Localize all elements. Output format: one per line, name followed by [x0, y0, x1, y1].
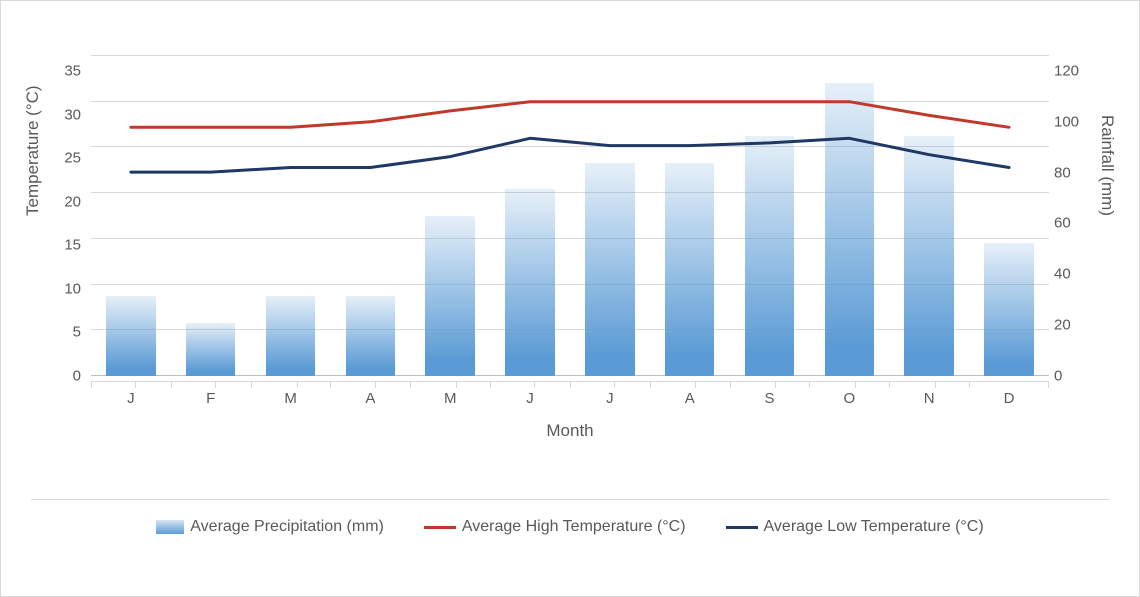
- y-tick-right: 0: [1054, 368, 1094, 383]
- y-tick-left: 15: [51, 238, 81, 253]
- plot-area: 05101520253035 020406080100120: [91, 56, 1049, 376]
- y-tick-left: 5: [51, 325, 81, 340]
- y-axis-right-title: Rainfall (mm): [1097, 115, 1117, 216]
- x-tick: M: [410, 381, 490, 407]
- x-tick: N: [889, 381, 969, 407]
- line-swatch-icon: [424, 526, 456, 529]
- y-tick-right: 20: [1054, 318, 1094, 333]
- y-axis-right: 020406080100120: [1054, 56, 1094, 376]
- y-tick-right: 100: [1054, 114, 1094, 129]
- x-tick: J: [91, 381, 171, 407]
- x-tick: A: [650, 381, 730, 407]
- legend-label: Average High Temperature (°C): [462, 518, 686, 536]
- y-tick-left: 30: [51, 107, 81, 122]
- x-tick: S: [730, 381, 810, 407]
- bar-swatch-icon: [156, 520, 184, 534]
- legend-item-low-temp: Average Low Temperature (°C): [726, 518, 984, 536]
- y-tick-right: 80: [1054, 165, 1094, 180]
- line-swatch-icon: [726, 526, 758, 529]
- x-tick: A: [330, 381, 410, 407]
- x-axis: JFMAMJJASOND: [91, 381, 1049, 407]
- y-tick-left: 35: [51, 64, 81, 79]
- high_temp-line: [131, 102, 1009, 128]
- y-tick-left: 25: [51, 151, 81, 166]
- x-axis-title: Month: [91, 421, 1049, 441]
- y-axis-left: 05101520253035: [51, 56, 81, 376]
- y-tick-left: 20: [51, 194, 81, 209]
- y-tick-right: 120: [1054, 64, 1094, 79]
- legend-item-high-temp: Average High Temperature (°C): [424, 518, 686, 536]
- y-tick-left: 0: [51, 368, 81, 383]
- x-tick: J: [490, 381, 570, 407]
- x-tick: M: [251, 381, 331, 407]
- low_temp-line: [131, 138, 1009, 172]
- climate-chart: Temperature (°C) Rainfall (mm) 051015202…: [0, 0, 1140, 597]
- y-tick-left: 10: [51, 281, 81, 296]
- x-tick: J: [570, 381, 650, 407]
- legend-label: Average Precipitation (mm): [190, 518, 384, 536]
- legend-label: Average Low Temperature (°C): [764, 518, 984, 536]
- x-tick: O: [809, 381, 889, 407]
- legend: Average Precipitation (mm) Average High …: [31, 499, 1109, 536]
- y-axis-left-title: Temperature (°C): [23, 85, 43, 216]
- line-series: [91, 56, 1049, 376]
- x-tick: D: [969, 381, 1049, 407]
- legend-item-precipitation: Average Precipitation (mm): [156, 518, 384, 536]
- x-tick: F: [171, 381, 251, 407]
- y-tick-right: 60: [1054, 216, 1094, 231]
- y-tick-right: 40: [1054, 267, 1094, 282]
